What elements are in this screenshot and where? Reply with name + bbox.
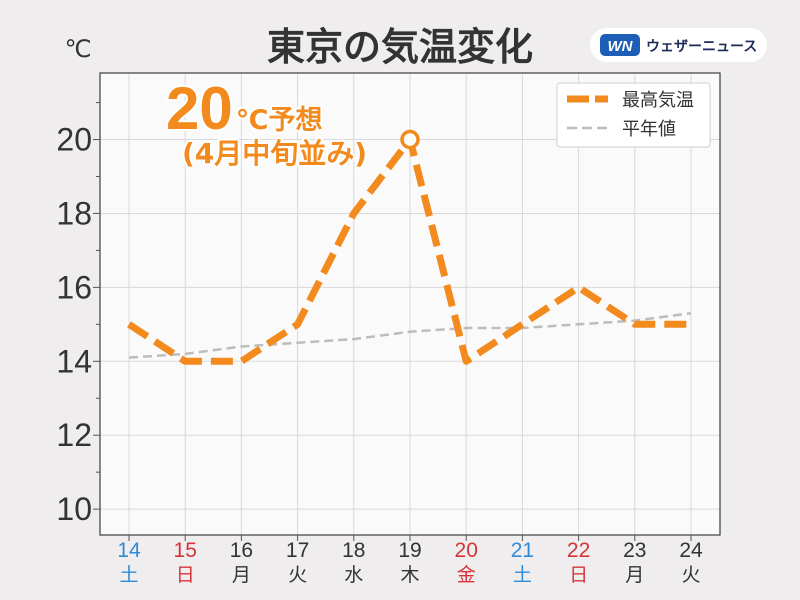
series-line-normal [128,311,692,359]
x-tick-label-day: 14 [117,539,141,562]
y-tick-label: 16 [56,269,92,305]
x-tick-label-weekday: 水 [344,564,363,586]
y-tick-label: 14 [56,343,92,379]
logo-wordmark: ウェザーニュース [646,39,757,55]
x-tick-label-day: 20 [455,539,478,562]
y-axis-unit-label: ℃ [65,35,92,63]
x-tick-label-weekday: 土 [513,564,532,586]
x-tick-label-day: 15 [174,539,197,562]
x-tick-label-day: 22 [567,539,590,562]
x-tick-label-day: 23 [623,539,646,562]
x-tick-label-weekday: 火 [681,564,700,586]
chart-title: 東京の気温変化 [267,25,533,69]
series-normal [128,311,692,359]
x-tick-label-day: 17 [286,539,309,562]
y-tick-label: 18 [56,195,92,231]
peak-marker [400,129,420,150]
x-tick-label-weekday: 木 [400,564,419,586]
x-tick-label-day: 19 [398,539,421,562]
x-tick-label-day: 24 [679,539,703,562]
y-tick-label: 20 [56,122,92,158]
legend-label-normal: 平年値 [622,119,676,140]
x-tick-label-weekday: 土 [119,564,138,586]
series [127,129,692,365]
y-tick-label: 10 [56,491,92,527]
x-tick-label-weekday: 金 [457,564,476,586]
annotation-unit: ℃予想 [236,105,323,136]
x-tick-label-day: 21 [511,539,534,562]
x-tick-label-day: 18 [342,539,365,562]
axis-ticks [93,102,692,541]
series-max-temp [127,129,691,365]
x-tick-label-weekday: 月 [625,564,644,586]
x-tick-label-day: 16 [230,539,253,562]
annotation-note: (4月中旬並み) [182,137,367,170]
wn-logo-icon [600,34,640,56]
legend-label-max-temp: 最高気温 [622,90,694,111]
weathernews-logo: WN ウェザーニュース [590,28,767,62]
x-tick-label-weekday: 月 [232,564,251,586]
annotation-headline: 20 ℃予想 [166,75,322,142]
x-tick-label-weekday: 日 [569,564,588,586]
x-tick-label-weekday: 火 [288,564,307,586]
annotation-value: 20 [166,75,233,142]
forecast-annotation: 20 ℃予想 (4月中旬並み) [164,73,369,172]
wn-logo-mark: WN [608,38,634,55]
x-tick-label-weekday: 日 [176,564,195,586]
legend: 最高気温 平年値 [556,82,711,148]
y-tick-label: 12 [56,417,92,453]
y-axis-labels: 10 12 14 16 18 20 [56,122,92,528]
